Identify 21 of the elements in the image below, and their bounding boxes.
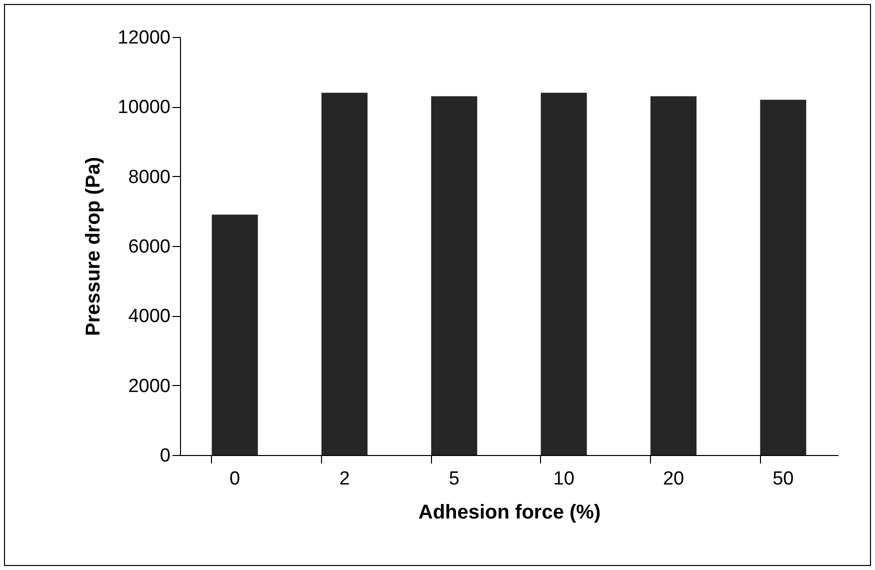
x-tick-label: 10: [553, 468, 574, 490]
y-tick-label: 0: [160, 446, 170, 466]
y-tick-label: 6000: [128, 236, 170, 258]
x-tick-label: 0: [230, 468, 240, 490]
bar: [212, 214, 258, 455]
y-tick-label: 8000: [128, 166, 170, 188]
x-tick-label: 50: [772, 468, 794, 490]
y-tick-label: 10000: [118, 97, 170, 118]
x-axis-title: Adhesion force (%): [418, 502, 601, 524]
y-tick-label: 2000: [128, 376, 170, 397]
bar: [431, 96, 478, 455]
y-axis-title: Pressure drop (Pa): [82, 157, 105, 336]
bar: [760, 100, 806, 455]
x-tick-label: 2: [339, 468, 350, 490]
x-tick-label: 20: [662, 468, 684, 490]
y-tick-label: 12000: [118, 28, 170, 48]
x-tick-label: 5: [448, 468, 460, 490]
bar: [540, 92, 587, 455]
y-tick-label: 4000: [128, 306, 170, 328]
bar: [321, 92, 368, 455]
bar: [650, 96, 697, 455]
